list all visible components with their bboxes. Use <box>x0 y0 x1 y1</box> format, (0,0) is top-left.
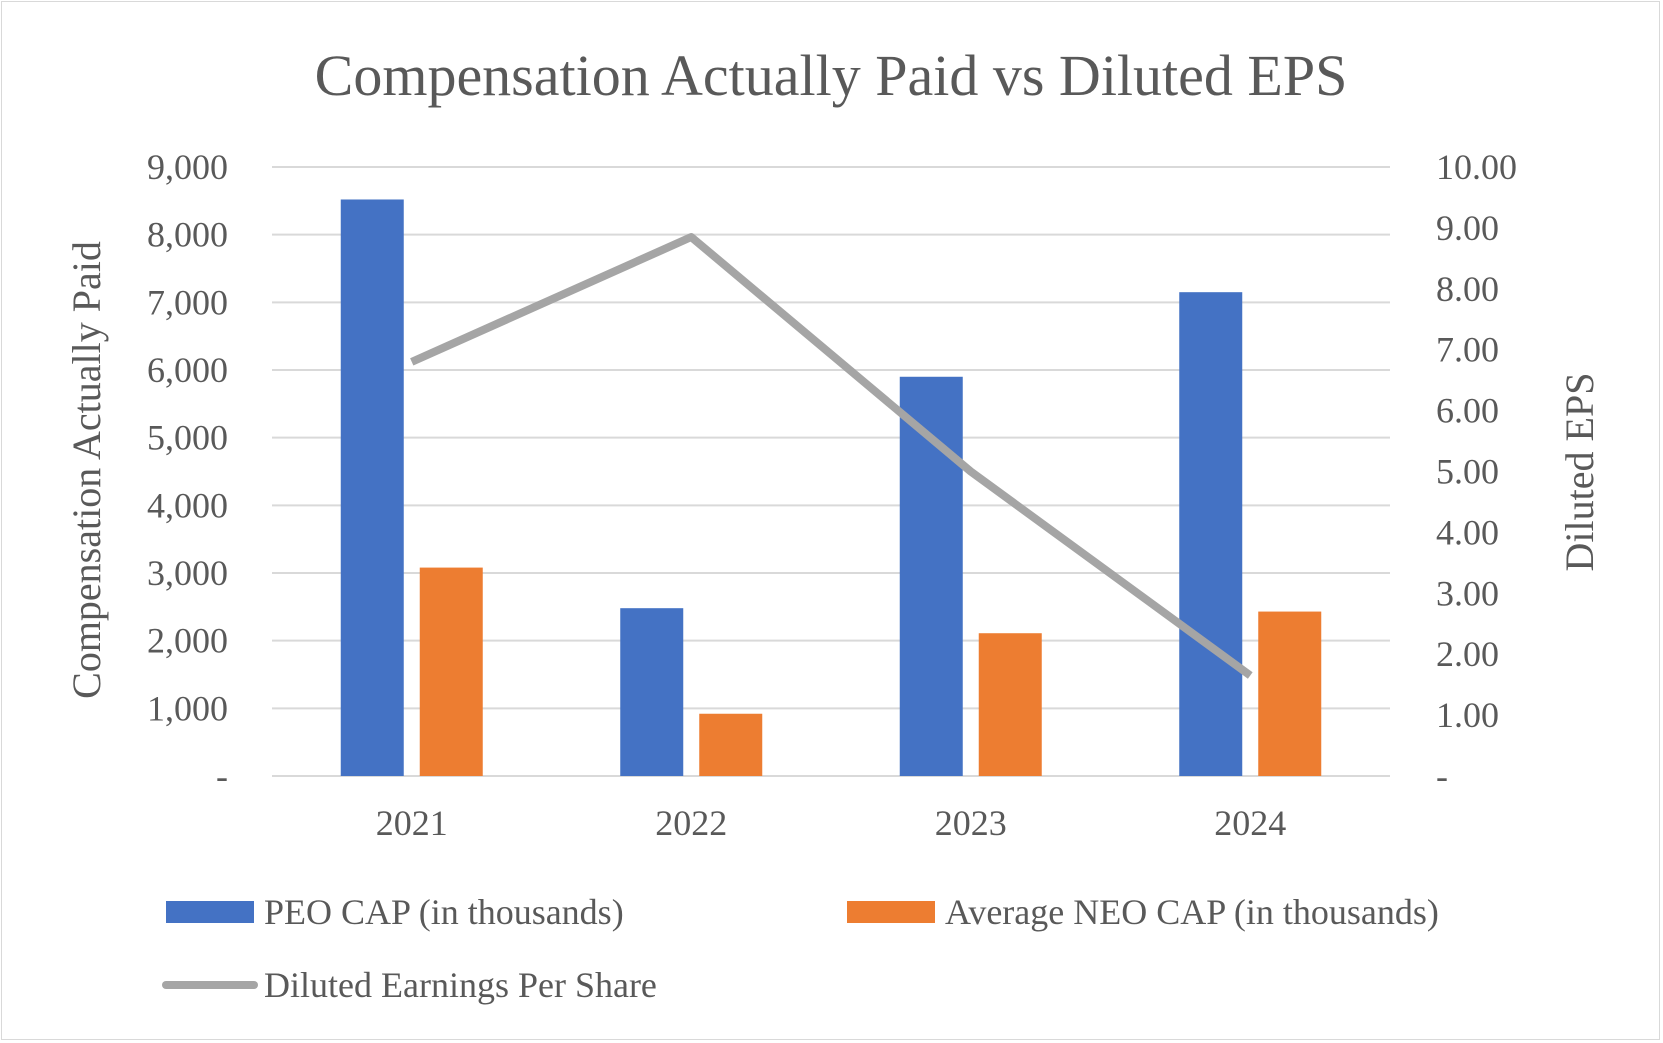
right-tick-label: 3.00 <box>1436 573 1499 613</box>
x-tick-label-2023: 2023 <box>935 803 1007 843</box>
legend-item-2: Diluted Earnings Per Share <box>162 965 657 1005</box>
peo-cap-bar-2022 <box>620 608 684 776</box>
right-tick-label: 6.00 <box>1436 391 1499 431</box>
bars <box>340 199 1322 777</box>
legend-label: PEO CAP (in thousands) <box>264 892 624 932</box>
peo-cap-bar-2024 <box>1179 292 1243 776</box>
left-tick-label: 5,000 <box>147 418 228 458</box>
left-axis-title: Compensation Actually Paid <box>64 241 109 699</box>
right-tick-label: 8.00 <box>1436 269 1499 309</box>
x-tick-label-2022: 2022 <box>655 803 727 843</box>
legend-label: Diluted Earnings Per Share <box>264 965 657 1005</box>
right-tick-label: 1.00 <box>1436 695 1499 735</box>
neo-cap-bar-2024 <box>1258 611 1322 776</box>
right-tick-label: 10.00 <box>1436 147 1517 187</box>
left-tick-label: 3,000 <box>147 553 228 593</box>
right-axis-title: Diluted EPS <box>1557 373 1602 572</box>
chart-title: Compensation Actually Paid vs Diluted EP… <box>315 43 1348 108</box>
left-tick-label: 8,000 <box>147 215 228 255</box>
left-tick-label: 4,000 <box>147 485 228 525</box>
right-tick-label: 4.00 <box>1436 512 1499 552</box>
left-tick-label: 1,000 <box>147 688 228 728</box>
legend-item-1: Average NEO CAP (in thousands) <box>847 892 1439 932</box>
right-tick-label: - <box>1436 756 1448 796</box>
right-tick-label: 5.00 <box>1436 452 1499 492</box>
left-tick-label: 7,000 <box>147 282 228 322</box>
right-tick-label: 2.00 <box>1436 634 1499 674</box>
eps-line-group <box>410 233 1253 679</box>
neo-cap-bar-2023 <box>978 633 1042 776</box>
legend-swatch <box>166 901 254 923</box>
right-tick-label: 7.00 <box>1436 330 1499 370</box>
left-tick-label: 2,000 <box>147 621 228 661</box>
x-axis-ticks: 2021 2022 2023 2024 <box>376 803 1287 843</box>
eps-line <box>410 233 1253 679</box>
legend: PEO CAP (in thousands) Average NEO CAP (i… <box>162 892 1439 1005</box>
legend-item-0: PEO CAP (in thousands) <box>166 892 624 932</box>
left-axis-ticks: - 1,000 2,000 3,000 4,000 5,000 6,000 7,000 8,00… <box>147 147 228 796</box>
peo-cap-bar-2021 <box>340 199 404 777</box>
right-tick-label: 9.00 <box>1436 208 1499 248</box>
legend-label: Average NEO CAP (in thousands) <box>945 892 1439 932</box>
neo-cap-bar-2022 <box>699 713 763 776</box>
legend-swatch <box>847 901 935 923</box>
x-tick-label-2021: 2021 <box>376 803 448 843</box>
right-axis-ticks: - 1.00 2.00 3.00 4.00 5.00 6.00 7.00 8.00 9.00 10.… <box>1436 147 1517 796</box>
left-tick-label: 6,000 <box>147 350 228 390</box>
x-tick-label-2024: 2024 <box>1214 803 1286 843</box>
neo-cap-bar-2021 <box>419 567 483 776</box>
left-tick-label: 9,000 <box>147 147 228 187</box>
left-tick-label: - <box>216 756 228 796</box>
